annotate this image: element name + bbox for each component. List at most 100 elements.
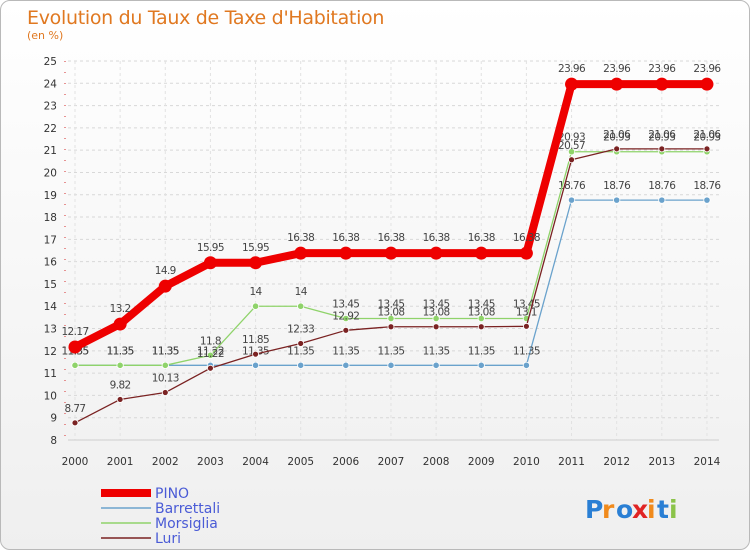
data-point-pino [565, 77, 579, 91]
y-tick-label: 18 [44, 212, 57, 224]
y-tick-label: 10 [44, 390, 57, 402]
data-label-morsiglia: 13.45 [423, 298, 450, 310]
data-point-barrettali [297, 361, 305, 369]
data-point-pino [655, 77, 669, 91]
y-tick-label: 8 [50, 435, 57, 447]
data-label-luri: 11.85 [242, 334, 269, 346]
data-label-pino: 16.38 [377, 232, 404, 244]
data-point-luri [297, 340, 305, 347]
data-point-pino [339, 246, 353, 260]
data-point-luri [116, 396, 124, 403]
data-label-barrettali: 18.76 [603, 180, 631, 192]
y-tick-label: 19 [44, 190, 57, 202]
logo-letter: P [585, 495, 603, 524]
data-label-barrettali: 11.35 [468, 345, 495, 357]
data-label-luri: 10.13 [152, 373, 179, 385]
data-label-pino: 12.17 [61, 326, 88, 338]
data-point-pino [384, 246, 398, 260]
x-tick-label: 2014 [694, 456, 721, 468]
x-tick-label: 2013 [648, 456, 675, 468]
data-label-morsiglia: 20.93 [693, 132, 720, 144]
y-tick-label: 15 [44, 279, 57, 291]
data-label-barrettali: 11.35 [423, 345, 450, 357]
data-point-barrettali [567, 196, 576, 204]
logo-letter: x [632, 495, 648, 524]
x-tick-label: 2010 [513, 456, 540, 468]
data-label-luri: 12.33 [287, 323, 314, 335]
data-point-luri [387, 323, 395, 331]
logo-letter: r [602, 495, 615, 524]
data-point-pino [474, 246, 488, 260]
data-label-luri: 13.08 [423, 307, 450, 319]
x-tick-label: 2005 [287, 456, 314, 468]
data-point-morsiglia [387, 314, 395, 323]
y-tick-label: 22 [44, 123, 57, 135]
y-tick-label: 11 [44, 368, 57, 380]
logo-letter: t [657, 495, 669, 524]
data-point-morsiglia [567, 148, 576, 156]
data-point-pino [158, 279, 172, 293]
data-point-pino [68, 340, 82, 354]
data-point-barrettali [522, 361, 531, 369]
series-barrettali: 11.35 11.35 11.35 11.22 11.35 11.35 11.35 11.35… [61, 180, 722, 369]
data-label-pino: 14.9 [155, 265, 176, 277]
legend-label: Morsiglia [155, 516, 218, 532]
x-tick-label: 2012 [603, 456, 630, 468]
series-pino: 12.17 13.2 14.9 15.95 15.95 16.38 16.38 16.38 16… [61, 63, 722, 354]
data-point-luri [432, 323, 440, 331]
logo-letter: i [669, 495, 678, 524]
data-label-luri: 20.57 [558, 140, 585, 152]
data-label-pino: 23.96 [648, 63, 676, 75]
data-point-barrettali [432, 361, 440, 369]
data-point-morsiglia [206, 351, 215, 359]
data-label-pino: 16.38 [287, 232, 314, 244]
data-point-morsiglia [342, 314, 350, 323]
data-label-luri: 13.1 [516, 306, 537, 318]
data-point-luri [252, 350, 259, 358]
data-point-pino [203, 256, 217, 270]
data-point-barrettali [703, 196, 711, 204]
data-label-luri: 13.08 [468, 307, 495, 319]
data-label-morsiglia: 14 [295, 286, 308, 298]
data-point-pino [249, 256, 263, 270]
y-tick-label: 16 [44, 257, 58, 269]
data-label-pino: 16.38 [513, 232, 540, 244]
data-label-morsiglia: 13.45 [332, 298, 359, 310]
x-tick-label: 2009 [468, 456, 495, 468]
data-label-morsiglia: 11.35 [152, 345, 179, 357]
legend-label: Barrettali [155, 501, 220, 517]
data-point-luri [568, 156, 575, 164]
y-tick-label: 14 [44, 301, 58, 313]
data-label-pino: 16.38 [468, 232, 495, 244]
data-label-morsiglia: 11.35 [107, 345, 134, 357]
data-label-pino: 15.95 [197, 242, 224, 254]
data-label-luri: 12.92 [332, 310, 359, 322]
y-tick-label: 23 [44, 101, 57, 113]
data-label-pino: 16.38 [332, 232, 359, 244]
data-label-pino: 23.96 [603, 63, 631, 75]
y-tick-label: 17 [44, 234, 57, 246]
data-label-pino: 16.38 [423, 232, 450, 244]
data-point-barrettali [387, 361, 395, 369]
data-point-luri [658, 145, 666, 153]
data-label-pino: 23.96 [693, 63, 721, 75]
x-tick-label: 2003 [197, 456, 224, 468]
data-label-barrettali: 11.35 [287, 345, 314, 357]
data-point-luri [161, 389, 169, 396]
data-point-morsiglia [251, 302, 260, 310]
data-point-pino [700, 77, 714, 91]
chart-title: Evolution du Taux de Taxe d'Habitation [27, 7, 385, 29]
x-tick-label: 2000 [62, 456, 89, 468]
data-point-barrettali [477, 361, 485, 369]
legend-label: PINO [155, 486, 189, 502]
data-label-barrettali: 11.35 [332, 345, 359, 357]
data-point-luri [613, 145, 621, 153]
data-label-morsiglia: 13.45 [468, 298, 495, 310]
data-label-barrettali: 18.76 [648, 180, 676, 192]
x-tick-label: 2004 [242, 456, 269, 468]
data-label-luri: 21.06 [648, 129, 676, 141]
data-point-morsiglia [477, 314, 485, 323]
